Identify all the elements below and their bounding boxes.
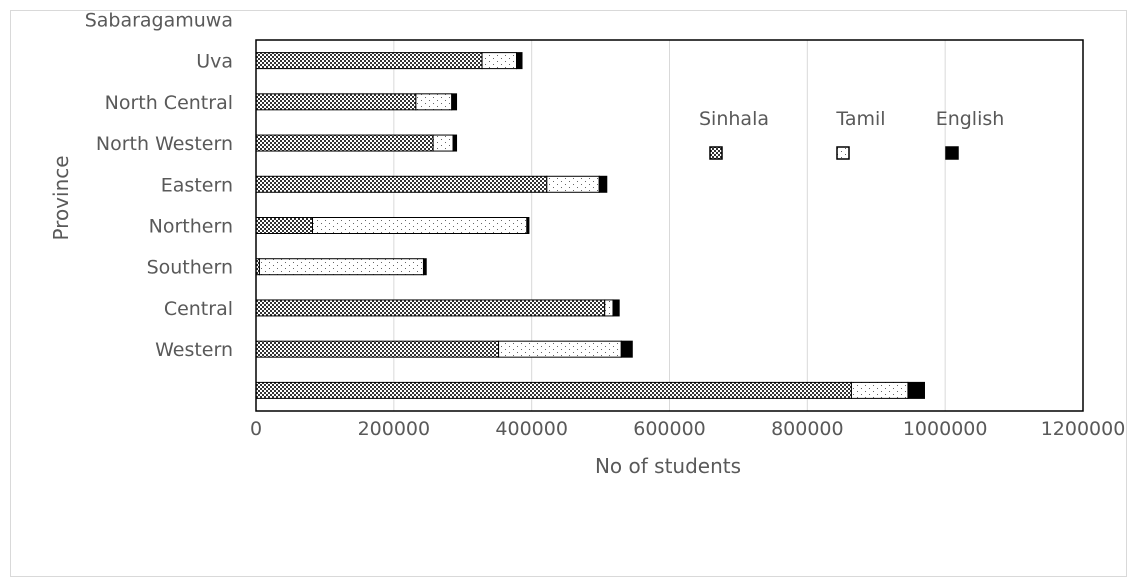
y-axis-categories: Sabaragamuwa Uva North Central North Wester… [85,9,233,361]
y-axis-title: Province [49,155,73,240]
bar-segment-sinhala [255,340,500,358]
y-category-label: Western [155,339,233,361]
bar-segment-tamil [546,175,600,193]
x-tick-label: 1200000 [1041,418,1126,440]
bar-segment-tamil [850,381,909,399]
bar-segment-english [452,134,458,152]
bar-segment-sinhala [255,134,434,152]
bar-segment-english [422,258,427,276]
bar-segment-sinhala [255,52,483,70]
x-tick-label: 600000 [633,418,706,440]
chart-frame [10,10,1127,577]
y-category-label: Uva [196,51,233,73]
legend-swatch-sinhala [709,146,723,160]
legend-label: English [936,108,1005,130]
bar-segment-english [451,93,458,111]
bar-segment-english [598,175,608,193]
bar-segment-tamil [604,299,614,317]
y-category-label: Southern [147,257,233,279]
legend-swatch-tamil [836,146,850,160]
y-category-label: Northern [149,216,233,238]
bar-segment-tamil [258,258,424,276]
x-tick-label: 800000 [771,418,844,440]
legend: Sinhala Tamil English [699,108,1005,160]
bar-segment-english [907,381,925,399]
x-tick-label: 1000000 [903,418,988,440]
bars [255,52,925,399]
x-tick-label: 400000 [495,418,568,440]
bar-segment-sinhala [255,381,852,399]
bar-segment-english [526,217,530,234]
bar-segment-tamil [312,217,528,234]
x-axis-ticks: 0 200000 400000 600000 800000 1000000 1200000 [250,418,1125,440]
bar-segment-sinhala [255,299,606,317]
y-category-label: Sabaragamuwa [85,9,233,31]
y-category-label: Central [164,298,233,320]
y-category-label: North Western [96,133,233,155]
y-category-label: North Central [105,92,233,114]
legend-label: Tamil [835,108,885,130]
bar-segment-english [516,52,523,70]
bar-segment-tamil [498,340,622,358]
legend-label: Sinhala [699,108,769,130]
bar-segment-english [612,299,620,317]
bar-segment-sinhala [255,93,417,111]
bar-segment-sinhala [255,175,548,193]
x-axis-title: No of students [595,454,741,478]
bar-segment-tamil [415,93,453,111]
bar-segment-sinhala [255,217,314,234]
bar-segment-english [620,340,633,358]
x-tick-label: 0 [250,418,262,440]
bar-segment-tamil [481,52,518,70]
plot-area-border [255,39,1084,412]
legend-swatch-english [945,146,959,160]
bar-segment-tamil [432,134,454,152]
x-tick-label: 200000 [358,418,431,440]
y-category-label: Eastern [161,174,233,196]
